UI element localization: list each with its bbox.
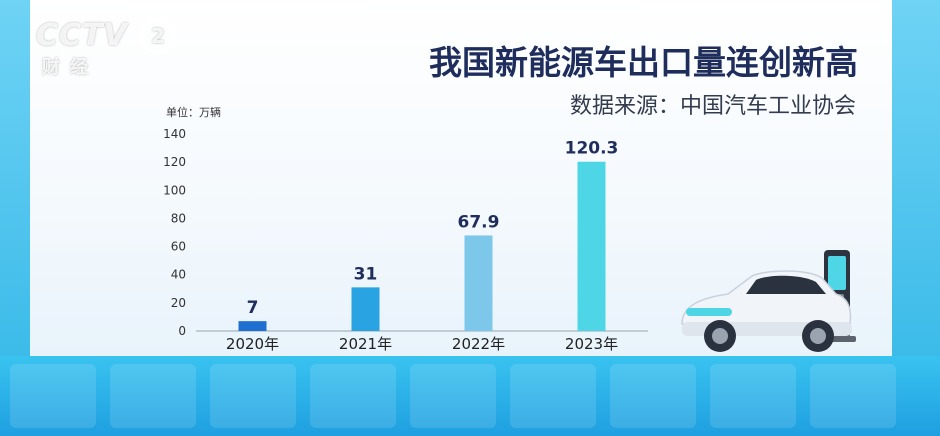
data-label: 120.3 — [565, 139, 619, 159]
logo-sub: 财经 — [42, 57, 98, 78]
bar-2021年 — [351, 287, 380, 331]
bottom-decor-strip — [0, 356, 940, 436]
bar-2023年 — [577, 161, 606, 331]
x-tick-label: 2020年 — [226, 335, 279, 353]
chart-title: 我国新能源车出口量连创新高 — [429, 43, 858, 82]
y-tick-label: 40 — [171, 268, 186, 282]
bar-2022年 — [464, 235, 493, 331]
y-tick-label: 120 — [163, 155, 186, 169]
bar-2020年 — [238, 321, 267, 331]
right-border — [892, 0, 940, 356]
y-tick-label: 60 — [171, 240, 186, 254]
logo-brand: CCTV — [36, 18, 128, 53]
y-tick-label: 100 — [163, 183, 186, 197]
x-tick-label: 2021年 — [339, 335, 392, 353]
y-tick-label: 20 — [171, 296, 186, 310]
x-tick-label: 2023年 — [565, 335, 618, 353]
left-border — [0, 0, 30, 356]
ev-car-illustration — [681, 250, 856, 352]
data-label: 31 — [354, 264, 378, 284]
y-tick-label: 140 — [163, 127, 186, 141]
x-tick-label: 2022年 — [452, 335, 505, 353]
y-tick-label: 0 — [178, 324, 186, 338]
logo-channel: 2 — [140, 18, 176, 54]
unit-label: 单位：万辆 — [166, 106, 221, 119]
y-tick-label: 80 — [171, 211, 186, 225]
data-label: 67.9 — [458, 212, 500, 232]
data-label: 7 — [247, 298, 259, 318]
cctv-logo: CCTV 2 财经 — [36, 18, 176, 88]
chart-subtitle: 数据来源：中国汽车工业协会 — [569, 94, 856, 119]
